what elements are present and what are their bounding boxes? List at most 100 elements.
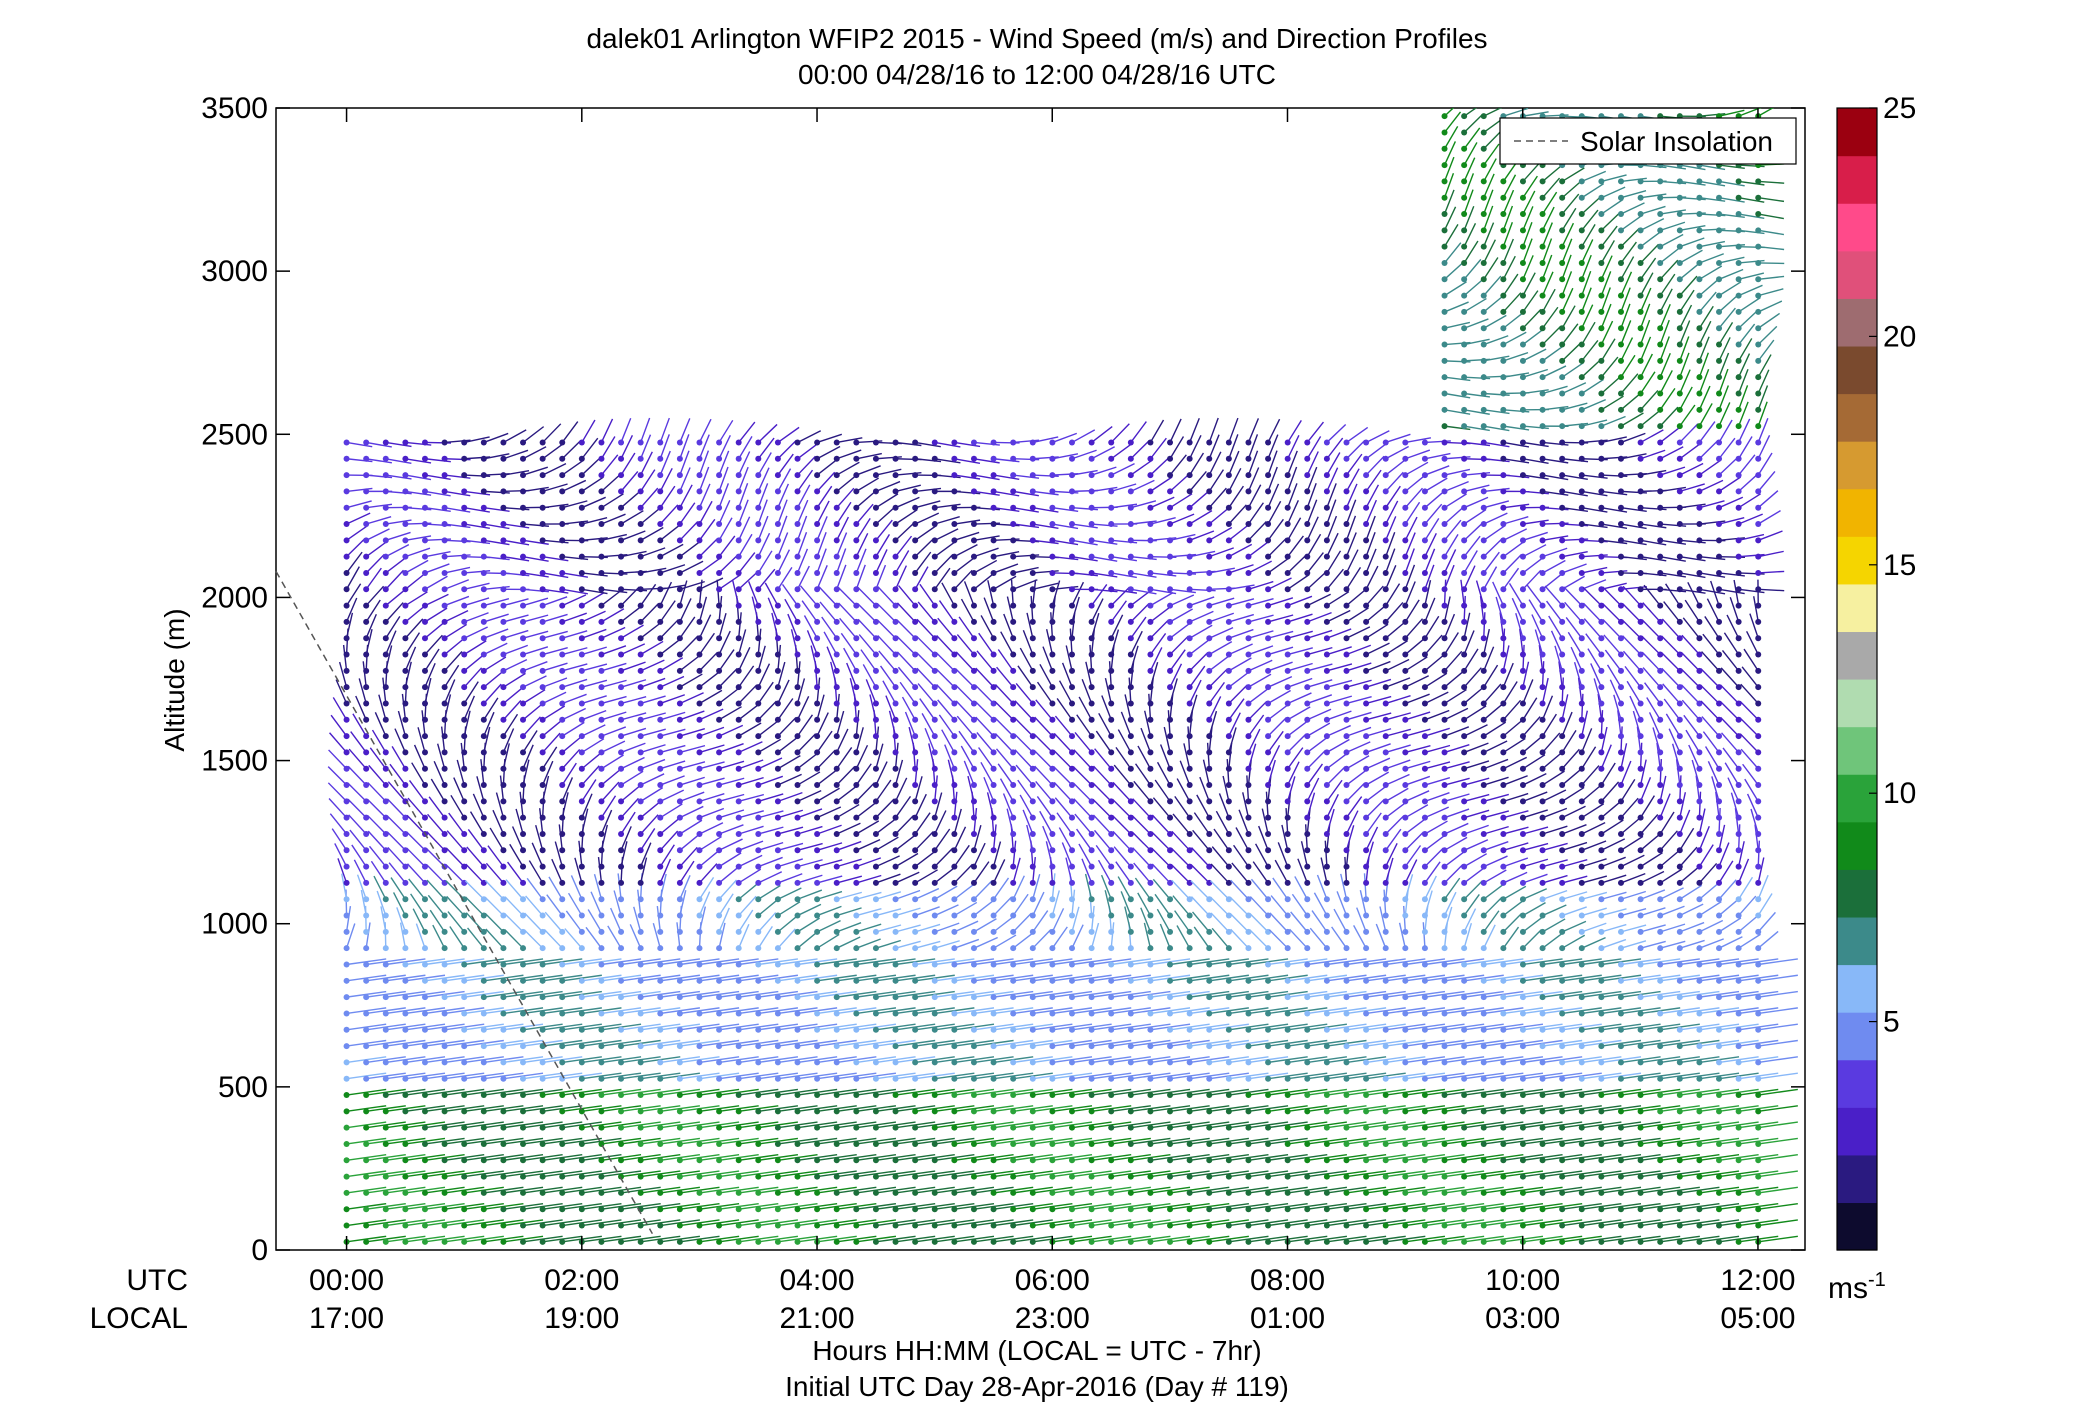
wind-barb-shaft bbox=[640, 814, 659, 835]
wind-barb-dot bbox=[1167, 782, 1174, 789]
wind-barb-dot bbox=[716, 961, 723, 968]
wind-barb-dot bbox=[637, 733, 644, 740]
wind-barb-dot bbox=[1206, 651, 1213, 658]
wind-barb-shaft bbox=[738, 703, 760, 721]
wind-barb-dot bbox=[912, 961, 919, 968]
wind-barb-dot bbox=[480, 1222, 487, 1229]
wind-barb-shaft bbox=[953, 569, 973, 590]
wind-barb-dot bbox=[1225, 1173, 1232, 1180]
wind-barb-dot bbox=[696, 1043, 703, 1050]
wind-barb-shaft bbox=[1130, 440, 1150, 460]
wind-barb-dot bbox=[833, 994, 840, 1001]
wind-barb-dot bbox=[912, 879, 919, 886]
wind-barb-shaft bbox=[1247, 743, 1257, 769]
wind-barb-shaft bbox=[855, 727, 864, 753]
wind-barb-shaft bbox=[908, 726, 916, 753]
wind-barb-shaft bbox=[640, 417, 651, 443]
wind-barb-dot bbox=[500, 1092, 507, 1099]
wind-barb-dot bbox=[872, 504, 879, 511]
wind-barb-shaft bbox=[882, 680, 897, 704]
wind-barb-shaft bbox=[371, 729, 387, 753]
wind-barb-dot bbox=[539, 1010, 546, 1017]
wind-barb-dot bbox=[696, 488, 703, 495]
wind-barb-dot bbox=[1167, 830, 1174, 837]
wind-barb-dot bbox=[461, 1092, 468, 1099]
wind-barb-shaft bbox=[1150, 588, 1177, 595]
wind-barb-shaft bbox=[1208, 627, 1234, 639]
wind-barb-dot bbox=[872, 912, 879, 919]
wind-barb-shaft bbox=[1246, 775, 1250, 802]
wind-barb-dot bbox=[461, 1206, 468, 1213]
wind-barb-shaft bbox=[404, 604, 426, 623]
wind-barb-shaft bbox=[718, 574, 741, 590]
wind-barb-dot bbox=[461, 1222, 468, 1229]
wind-barb-dot bbox=[1284, 733, 1291, 740]
wind-barb-dot bbox=[520, 749, 527, 756]
wind-barb-dot bbox=[1010, 521, 1017, 528]
wind-barb-dot bbox=[657, 1189, 664, 1196]
wind-barb-shaft bbox=[620, 418, 632, 443]
wind-barb-shaft bbox=[463, 695, 476, 721]
wind-barb-shaft bbox=[600, 795, 617, 819]
wind-barb-dot bbox=[598, 1157, 605, 1164]
wind-barb-dot bbox=[970, 798, 977, 805]
wind-barb-shaft bbox=[896, 635, 916, 656]
wind-barb-dot bbox=[598, 814, 605, 821]
wind-barb-dot bbox=[794, 553, 801, 560]
wind-barb-dot bbox=[676, 1222, 683, 1229]
wind-barb-shaft bbox=[994, 700, 1014, 721]
wind-barb-dot bbox=[1245, 847, 1252, 854]
wind-barb-shaft bbox=[1110, 629, 1120, 655]
wind-barb-shaft bbox=[954, 920, 979, 933]
wind-barb-shaft bbox=[1111, 588, 1138, 594]
wind-barb-shaft bbox=[410, 893, 426, 916]
wind-barb-dot bbox=[951, 553, 958, 560]
wind-barb-dot bbox=[1108, 977, 1115, 984]
wind-barb-dot bbox=[1245, 553, 1252, 560]
wind-barb-shaft bbox=[698, 579, 703, 606]
wind-barb-dot bbox=[637, 1140, 644, 1147]
wind-barb-dot bbox=[735, 1059, 742, 1066]
wind-barb-dot bbox=[1127, 635, 1134, 642]
wind-barb-dot bbox=[696, 782, 703, 789]
wind-barb-dot bbox=[931, 602, 938, 609]
wind-barb-dot bbox=[1029, 1108, 1036, 1115]
wind-barb-shaft bbox=[406, 814, 426, 835]
wind-barb-shaft bbox=[366, 798, 387, 819]
wind-barb-dot bbox=[657, 961, 664, 968]
wind-barb-dot bbox=[676, 1157, 683, 1164]
wind-barb-shaft bbox=[836, 449, 862, 460]
wind-barb-dot bbox=[559, 782, 566, 789]
wind-barb-shaft bbox=[679, 710, 705, 721]
wind-barb-shaft bbox=[432, 924, 446, 949]
wind-barb-shaft bbox=[1017, 779, 1034, 802]
wind-barb-shaft bbox=[1091, 466, 1117, 476]
wind-barb-shaft bbox=[503, 672, 526, 688]
wind-barb-dot bbox=[1265, 782, 1272, 789]
wind-barb-dot bbox=[794, 635, 801, 642]
wind-barb-dot bbox=[912, 1238, 919, 1245]
wind-barb-shaft bbox=[562, 663, 588, 672]
wind-barb-dot bbox=[1167, 586, 1174, 593]
wind-barb-dot bbox=[1010, 896, 1017, 903]
wind-barb-shaft bbox=[718, 483, 730, 508]
wind-barb-shaft bbox=[777, 901, 801, 917]
wind-barb-dot bbox=[676, 1189, 683, 1196]
wind-barb-dot bbox=[676, 455, 683, 462]
wind-barb-dot bbox=[1206, 1206, 1213, 1213]
wind-barb-shaft bbox=[1052, 507, 1079, 512]
wind-barb-dot bbox=[853, 455, 860, 462]
wind-barb-shaft bbox=[1089, 644, 1093, 671]
wind-barb-dot bbox=[931, 1173, 938, 1180]
wind-barb-dot bbox=[970, 1238, 977, 1245]
wind-barb-dot bbox=[382, 1173, 389, 1180]
wind-barb-dot bbox=[1088, 1157, 1095, 1164]
wind-barb-dot bbox=[676, 651, 683, 658]
wind-barb-shaft bbox=[467, 927, 485, 949]
wind-barb-shaft bbox=[601, 726, 627, 737]
wind-barb-dot bbox=[951, 1075, 958, 1082]
wind-barb-dot bbox=[618, 1206, 625, 1213]
wind-barb-shaft bbox=[973, 559, 998, 574]
wind-barb-dot bbox=[1167, 1189, 1174, 1196]
wind-barb-shaft bbox=[388, 862, 406, 884]
